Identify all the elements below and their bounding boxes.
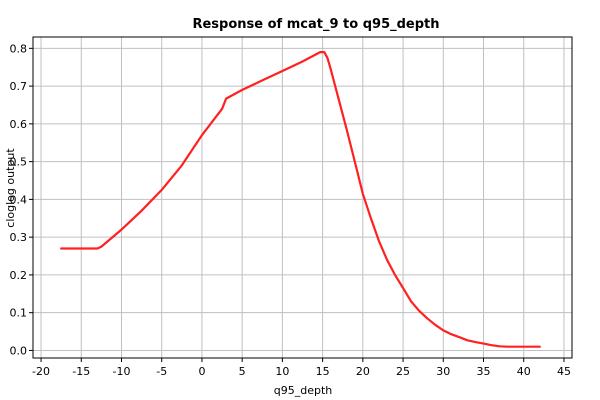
y-tick-label: 0.6	[10, 118, 28, 131]
x-tick-label: 0	[198, 365, 205, 378]
x-tick-label: 40	[517, 365, 531, 378]
y-tick-label: 0.4	[10, 193, 28, 206]
x-tick-label: 10	[275, 365, 289, 378]
y-tick-label: 0.2	[10, 269, 28, 282]
x-tick-label: 20	[356, 365, 370, 378]
x-tick-label: -10	[113, 365, 131, 378]
series-line	[60, 50, 541, 348]
plot-area	[32, 36, 573, 359]
x-tick-label: 30	[436, 365, 450, 378]
y-tick-label: 0.3	[10, 231, 28, 244]
x-tick-label: 15	[316, 365, 330, 378]
x-tick-label: -15	[72, 365, 90, 378]
y-tick-label: 0.1	[10, 307, 28, 320]
y-tick-label: 0.8	[10, 42, 28, 55]
y-tick-label: 0.0	[10, 344, 28, 357]
x-tick-label: -20	[32, 365, 50, 378]
x-axis-label: q95_depth	[274, 384, 333, 397]
y-tick-label: 0.7	[10, 80, 28, 93]
chart-title: Response of mcat_9 to q95_depth	[192, 17, 439, 32]
y-axis-label: cloglog output	[4, 148, 17, 228]
x-tick-label: 35	[477, 365, 491, 378]
x-tick-label: -5	[156, 365, 167, 378]
x-tick-label: 45	[557, 365, 571, 378]
series-layer	[60, 50, 541, 348]
axis-ticks: -20 -15 -10 -5 0 5 10 15 20 25 30 35 40 45 0.0 0.1 0.2 0.…	[10, 42, 571, 378]
x-tick-label: 5	[239, 365, 246, 378]
y-tick-label: 0.5	[10, 156, 28, 169]
x-tick-label: 25	[396, 365, 410, 378]
